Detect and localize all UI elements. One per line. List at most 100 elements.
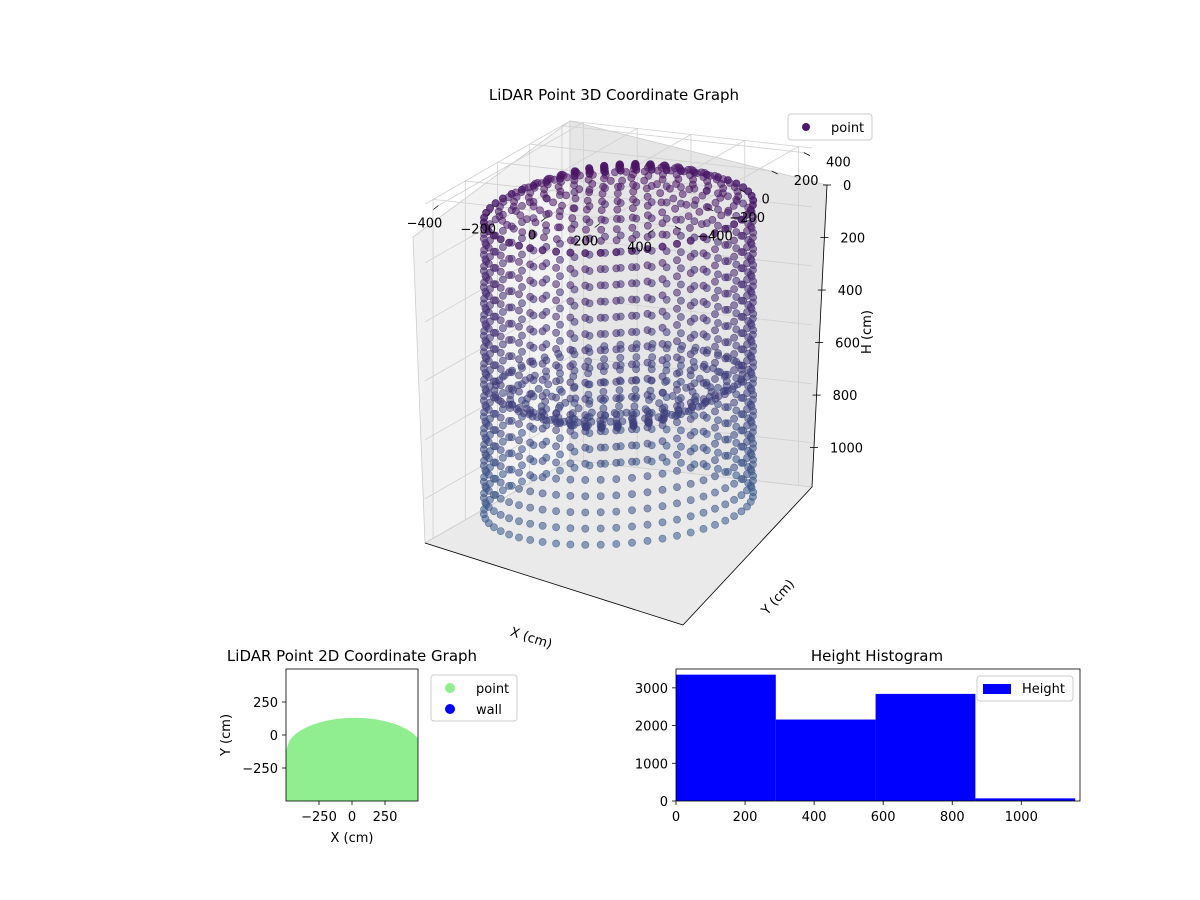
point-3d <box>743 389 751 397</box>
x-tick-label-3d: −400 <box>407 217 443 232</box>
point-3d <box>737 329 746 337</box>
point-3d <box>677 264 685 273</box>
point-3d <box>581 281 590 290</box>
point-3d <box>561 398 570 407</box>
point-3d <box>737 442 746 451</box>
point-3d <box>489 361 498 370</box>
grid-line-y <box>561 125 804 154</box>
point-3d <box>724 206 733 215</box>
point-3d <box>599 182 607 191</box>
legend-3d-marker <box>802 123 810 131</box>
point-3d <box>743 454 751 462</box>
point-3d <box>686 463 695 472</box>
point-3d <box>612 426 621 435</box>
point-3d <box>717 211 726 220</box>
point-3d <box>566 524 575 533</box>
point-3d <box>737 458 746 467</box>
point-3d <box>566 443 575 452</box>
chart-2d: LiDAR Point 2D Coordinate Graph −250 0 250… <box>219 647 518 846</box>
point-3d <box>711 472 719 481</box>
point-3d <box>673 466 681 475</box>
point-3d <box>498 389 507 397</box>
point-3d <box>743 324 751 333</box>
point-3d <box>721 354 730 363</box>
point-3d <box>544 209 553 218</box>
point-3d <box>643 391 652 399</box>
point-3d <box>628 311 636 320</box>
point-3d <box>721 435 730 444</box>
point-3d <box>538 408 547 417</box>
point-3d <box>606 176 615 185</box>
point-3d <box>552 328 560 337</box>
point-3d <box>505 449 513 458</box>
point-3d <box>699 460 708 468</box>
point-3d <box>730 333 738 342</box>
point-3d <box>582 225 590 234</box>
y-tick-label-hist: 1000 <box>635 757 668 772</box>
point-3d <box>682 200 691 209</box>
x-tick-label-hist: 1000 <box>1005 810 1038 825</box>
point-3d <box>628 213 637 222</box>
point-3d <box>673 321 681 329</box>
point-3d <box>596 346 605 355</box>
point-3d <box>730 479 738 488</box>
point-3d <box>743 437 751 446</box>
z-tick-label-3d: 1000 <box>830 442 863 457</box>
point-3d <box>526 471 535 480</box>
point-3d <box>489 312 498 321</box>
point-3d <box>698 191 707 200</box>
point-3d <box>699 443 708 452</box>
point-3d <box>686 285 695 294</box>
point-3d <box>721 516 730 525</box>
x-axis-label-2d: X (cm) <box>331 831 374 846</box>
point-3d <box>678 341 687 350</box>
point-3d <box>672 215 680 224</box>
point-3d <box>612 280 621 289</box>
point-3d <box>538 311 547 319</box>
point-3d <box>615 402 623 410</box>
y-tick-label-3d: 200 <box>794 174 819 189</box>
point-3d <box>518 461 526 470</box>
point-3d <box>686 512 695 521</box>
point-3d <box>496 478 505 487</box>
x-tick-label-2d: −250 <box>301 810 337 825</box>
point-3d <box>643 358 652 367</box>
grid-line-y <box>529 143 772 172</box>
point-3d <box>721 484 730 493</box>
point-3d <box>556 288 564 297</box>
x-tick-label-3d: 400 <box>627 241 652 256</box>
point-3d <box>597 206 606 214</box>
point-3d <box>489 442 498 451</box>
point-3d <box>643 520 652 529</box>
point-3d <box>612 410 621 419</box>
point-3d <box>515 533 523 542</box>
point-3d <box>686 479 695 488</box>
point-3d <box>526 422 535 431</box>
point-3d <box>550 175 559 184</box>
point-3d <box>737 426 746 435</box>
point-3d <box>496 283 505 292</box>
point-3d <box>489 458 498 467</box>
point-3d <box>596 330 605 338</box>
point-3d <box>627 173 636 182</box>
point-3d <box>515 517 523 526</box>
y-tick-label-3d: 400 <box>826 156 851 171</box>
legend-2d-marker-point <box>445 683 455 693</box>
x-tick-label-3d: 0 <box>528 229 536 244</box>
point-3d <box>673 337 681 346</box>
point-3d <box>556 320 564 329</box>
x-tick-label-hist: 800 <box>940 810 965 825</box>
point-3d <box>581 265 590 274</box>
point-3d <box>643 261 652 270</box>
point-3d <box>496 300 505 308</box>
point-3d <box>658 404 667 413</box>
point-3d <box>737 345 746 354</box>
point-3d <box>567 224 576 233</box>
point-3d <box>484 324 493 333</box>
y-axis-label-2d: Y (cm) <box>219 714 234 757</box>
point-3d <box>673 434 681 443</box>
point-3d <box>518 477 526 486</box>
point-3d <box>498 308 507 316</box>
point-3d <box>714 205 722 214</box>
point-3d <box>737 231 746 240</box>
